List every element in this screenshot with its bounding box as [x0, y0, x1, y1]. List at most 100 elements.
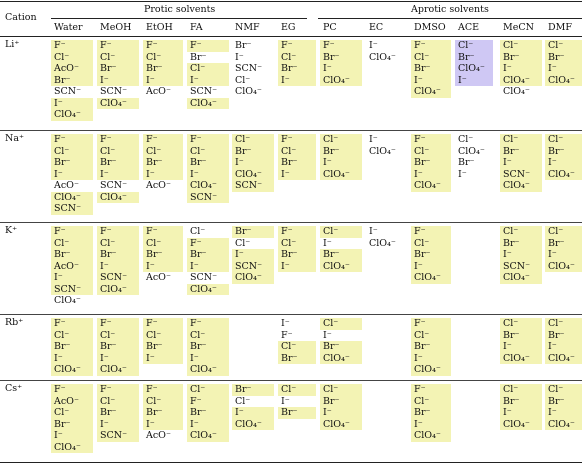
anion-entry: ClO₄⁻	[545, 418, 582, 430]
anion-entry: Cl⁻	[545, 384, 582, 396]
header-solvent-water: Water	[54, 22, 83, 33]
anion-entry: I⁻	[545, 407, 582, 419]
anion-entry: Br⁻	[51, 249, 93, 261]
anion-entry: Br⁻	[232, 384, 274, 396]
anion-entry: I⁻	[51, 430, 93, 442]
anion-entry: ClO₄⁻	[187, 97, 229, 109]
anion-entry: I⁻	[281, 318, 290, 329]
anion-entry: SCN⁻	[97, 430, 139, 442]
anion-entry: I⁻	[323, 237, 332, 249]
anion-entry: ClO₄⁻	[411, 272, 451, 284]
anion-entry: Cl⁻	[143, 329, 183, 341]
cation-label: Cs⁺	[5, 383, 23, 394]
anion-entry: Cl⁻	[143, 237, 183, 249]
anion-entry: F⁻	[411, 384, 451, 396]
anion-entry: ClO₄⁻	[545, 352, 582, 364]
anion-entry: I⁻	[187, 168, 229, 180]
anion-entry: Br⁻	[545, 329, 582, 341]
anion-entry: ClO₄⁻	[411, 430, 451, 442]
anion-entry: Cl⁻	[278, 384, 316, 396]
anion-entry: F⁻	[143, 134, 183, 146]
anion-entry: ClO₄⁻	[411, 364, 451, 376]
anion-entry: ClO₄⁻	[411, 180, 451, 192]
anion-entry: AcO⁻	[51, 260, 93, 272]
anion-entry: ClO₄⁻	[187, 364, 229, 376]
anion-entry: ClO₄⁻	[320, 74, 362, 86]
anion-entry: Cl⁻	[411, 51, 451, 63]
anion-entry: Cl⁻	[320, 384, 362, 396]
anion-entry: Cl⁻	[411, 395, 451, 407]
anion-entry: I⁻	[500, 157, 542, 169]
anion-entry: Cl⁻	[278, 51, 316, 63]
anion-entry: Cl⁻	[458, 134, 474, 145]
anion-entry: I⁻	[278, 74, 316, 86]
anion-entry: ClO₄⁻	[320, 352, 362, 364]
anion-entry: AcO⁻	[54, 180, 79, 191]
anion-entry: F⁻	[278, 226, 316, 238]
anion-entry: Br⁻	[232, 226, 274, 238]
anion-entry: I⁻	[51, 352, 93, 364]
anion-entry: F⁻	[51, 134, 93, 146]
anion-entry: Br⁻	[187, 249, 229, 261]
anion-entry: Br⁻	[187, 157, 229, 169]
anion-entry: Br⁻	[143, 157, 183, 169]
anion-entry: ClO₄⁻	[369, 145, 396, 157]
header-solvent-etoh: EtOH	[146, 22, 173, 33]
anion-entry: Br⁻	[232, 145, 274, 157]
anion-entry: Br⁻	[278, 249, 316, 261]
anion-entry: ClO₄⁻	[369, 237, 396, 249]
anion-entry: I⁻	[369, 40, 378, 51]
anion-entry: F⁻	[281, 329, 293, 341]
anion-entry: Cl⁻	[97, 395, 139, 407]
anion-entry: ClO₄⁻	[54, 295, 81, 306]
anion-entry: I⁻	[545, 63, 582, 75]
anion-entry: Br⁻	[320, 249, 362, 261]
anion-entry: Cl⁻	[411, 145, 451, 157]
anion-entry: ClO₄⁻	[51, 191, 93, 203]
anion-entry: SCN⁻	[232, 180, 274, 192]
anion-entry: I⁻	[500, 63, 542, 75]
anion-entry: Br⁻	[500, 329, 542, 341]
anion-entry: I⁻	[232, 157, 274, 169]
anion-entry: I⁻	[143, 352, 183, 364]
anion-entry: I⁻	[51, 97, 93, 109]
anion-entry: Cl⁻	[235, 237, 251, 249]
anion-entry: I⁻	[143, 168, 183, 180]
anion-entry: Br⁻	[143, 249, 183, 261]
anion-entry: F⁻	[187, 134, 229, 146]
anion-entry: I⁻	[320, 157, 362, 169]
anion-entry: Br⁻	[411, 407, 451, 419]
anion-entry: Cl⁻	[143, 51, 183, 63]
anion-entry: ClO₄⁻	[320, 418, 362, 430]
anion-entry: Cl⁻	[51, 51, 93, 63]
anion-entry: ClO₄⁻	[411, 86, 451, 98]
anion-entry: Br⁻	[190, 51, 207, 63]
anion-entry: Br⁻	[545, 395, 582, 407]
anion-entry: I⁻	[458, 168, 467, 180]
anion-entry: Br⁻	[545, 237, 582, 249]
header-solvent-ec: EC	[369, 22, 384, 33]
anion-entry: SCN⁻	[54, 86, 82, 97]
anion-entry: Cl⁻	[143, 395, 183, 407]
anion-entry: I⁻	[278, 260, 316, 272]
anion-entry: ClO₄⁻	[97, 97, 139, 109]
anion-entry: Br⁻	[278, 352, 316, 364]
anion-entry: I⁻	[51, 272, 93, 284]
anion-entry: AcO⁻	[146, 180, 171, 191]
anion-entry: Cl⁻	[500, 40, 542, 52]
anion-entry: I⁻	[232, 407, 274, 419]
anion-entry: ClO₄⁻	[545, 168, 582, 180]
anion-entry: Cl⁻	[235, 74, 251, 86]
anion-entry: ClO₄⁻	[187, 180, 229, 192]
anion-entry: F⁻	[143, 384, 183, 396]
anion-entry: Br⁻	[51, 341, 93, 353]
anion-entry: SCN⁻	[100, 86, 128, 97]
anion-entry: Cl⁻	[97, 237, 139, 249]
anion-entry: F⁻	[320, 40, 362, 52]
anion-entry: Br⁻	[278, 407, 316, 419]
anion-entry: AcO⁻	[146, 86, 171, 97]
anion-entry: I⁻	[97, 260, 139, 272]
anion-entry: ClO₄⁻	[455, 63, 493, 75]
anion-entry: Br⁻	[320, 395, 362, 407]
anion-entry: I⁻	[411, 260, 451, 272]
